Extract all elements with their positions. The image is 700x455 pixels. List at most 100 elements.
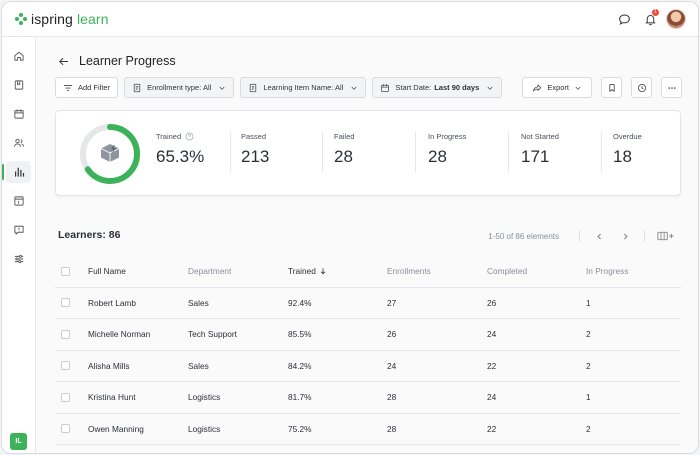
sidebar-item-reports[interactable] [2,161,31,183]
cell-in-progress: 1 [586,297,591,308]
sidebar-item-settings[interactable] [6,248,31,270]
chevron-down-icon [219,86,225,90]
table-row[interactable]: Robert Lamb Sales 92.4% 27 26 1 [55,288,681,319]
column-header-completed[interactable]: Completed [487,266,528,277]
cell-department: Logistics [188,423,221,434]
table-row[interactable]: Kristina Hunt Logistics 81.7% 28 24 1 [55,382,681,414]
logo-mark-icon [15,13,27,25]
cell-in-progress: 2 [586,360,591,371]
cell-completed: 22 [487,423,497,434]
notification-badge: 1 [652,9,659,16]
cell-completed: 24 [487,329,497,340]
table-header-row: Full Name Department Trained Enrollments… [55,256,681,288]
stat-overdue: Overdue 18 [613,132,642,167]
table-row[interactable]: Alisha Mills Sales 84.2% 24 22 2 [55,351,681,382]
sidebar-item-catalog[interactable] [6,190,31,212]
page-header: Learner Progress [55,53,176,69]
catalog-icon [13,196,24,206]
stat-failed: Failed 28 [334,132,354,167]
export-button[interactable]: Export [522,77,592,98]
table-row[interactable]: Owen Manning Logistics 75.2% 28 22 2 [55,414,681,445]
book-icon [14,80,23,90]
cell-trained: 84.2% [288,360,312,371]
start-date-value: Last 90 days [434,83,480,92]
top-bar: ispring learn 1 [2,2,698,37]
cell-in-progress: 2 [586,329,591,340]
enrollment-type-label: Enrollment type: All [147,83,212,92]
row-checkbox[interactable] [61,288,70,319]
back-button[interactable] [55,53,71,69]
table-row[interactable]: Michelle Norman Tech Support 85.5% 26 24 2 [55,319,681,351]
pager-divider [644,230,645,242]
share-icon [533,84,542,91]
users-icon [13,138,24,147]
cell-department: Sales [188,360,209,371]
stat-passed-value: 213 [241,147,270,166]
column-header-in-progress[interactable]: In Progress [586,266,629,277]
stat-passed: Passed 213 [241,132,269,167]
help-icon [13,225,24,235]
settings-icon [14,254,23,264]
column-header-department[interactable]: Department [188,266,232,277]
pager-divider [579,230,580,242]
sidebar-item-calendar[interactable] [6,103,31,125]
row-checkbox[interactable] [61,414,70,445]
stat-in-progress: In Progress 28 [428,132,466,167]
row-checkbox[interactable] [61,319,70,350]
column-header-full-name[interactable]: Full Name [88,266,126,277]
cell-full-name: Owen Manning [88,423,144,434]
stat-not-started-value: 171 [521,147,550,166]
cell-full-name: Alisha Mills [88,360,130,371]
home-icon [13,51,24,61]
sidebar-item-help[interactable] [6,219,31,241]
calendar-icon [381,83,390,92]
cell-department: Logistics [188,392,221,403]
user-initials-chip[interactable]: IL [10,433,27,450]
learners-table: Full Name Department Trained Enrollments… [55,256,681,445]
ispring-logo[interactable]: ispring learn [15,11,109,27]
calendar-icon [13,109,24,119]
add-filter-button[interactable]: Add Filter [55,77,119,98]
stat-failed-label: Failed [334,132,355,141]
report-tools: Export [522,77,682,98]
stat-not-started-label: Not Started [521,132,559,141]
sidebar-item-users[interactable] [6,132,31,154]
chat-button[interactable] [614,9,634,29]
stat-passed-label: Passed [241,132,267,141]
stat-not-started: Not Started 171 [521,132,559,167]
user-avatar[interactable] [666,9,686,29]
logo-text: ispring learn [31,11,109,27]
select-all-checkbox[interactable] [61,256,70,287]
learning-item-filter[interactable]: Learning Item Name: All [240,77,367,98]
enrollment-type-filter[interactable]: Enrollment type: All [124,77,235,98]
start-date-filter[interactable]: Start Date: Last 90 days [372,77,503,98]
row-checkbox[interactable] [61,382,70,413]
cell-full-name: Michelle Norman [88,329,151,340]
notifications-button[interactable]: 1 [640,9,660,29]
add-columns-button[interactable] [656,228,676,244]
next-page-button[interactable] [617,228,633,244]
sidebar-item-courses[interactable] [6,74,31,96]
stat-failed-value: 28 [334,147,353,166]
stat-divider [508,132,509,172]
learners-count-title: Learners: 86 [58,229,121,241]
row-checkbox[interactable] [61,351,70,382]
chevron-down-icon [487,86,493,90]
reports-icon [14,167,24,177]
column-header-trained[interactable]: Trained [288,256,327,287]
bookmark-button[interactable] [601,77,622,98]
stats-card: Trained 65.3% Passed 213 Failed 28 In Pr… [55,110,681,196]
sidebar-item-home[interactable] [6,45,31,67]
cell-enrollments: 26 [387,329,397,340]
trained-donut-fill [80,124,140,184]
schedule-button[interactable] [631,77,652,98]
stat-divider [415,132,416,172]
cell-in-progress: 1 [586,392,591,403]
help-circle-icon[interactable] [185,132,194,141]
column-header-enrollments[interactable]: Enrollments [387,266,431,277]
page-title: Learner Progress [79,54,176,68]
columns-plus-icon [657,231,674,241]
more-options-button[interactable] [661,77,682,98]
prev-page-button[interactable] [591,228,607,244]
